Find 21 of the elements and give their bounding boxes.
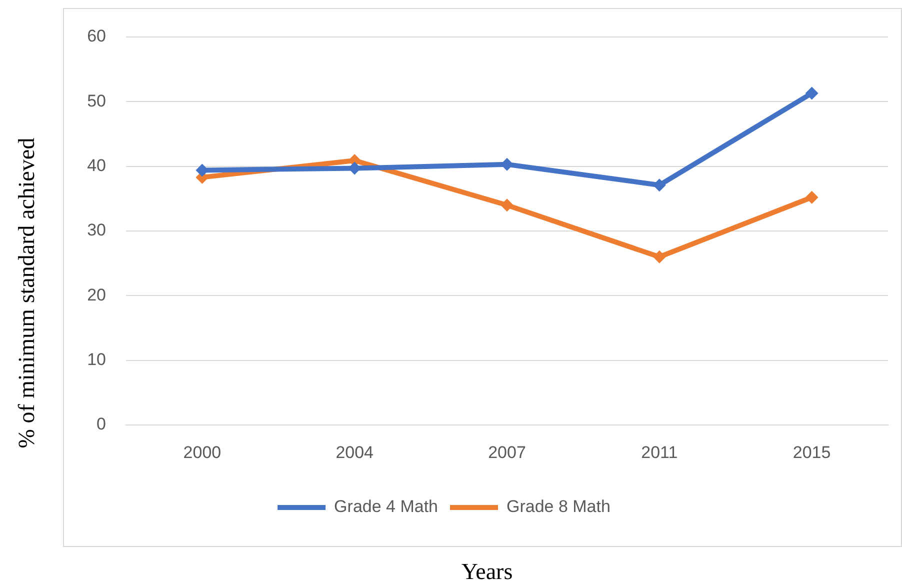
- y-tick-label: 10: [87, 350, 106, 370]
- point: [652, 178, 666, 192]
- legend-label: Grade 8 Math: [506, 497, 610, 516]
- y-tick-label: 40: [87, 156, 106, 176]
- y-tick-label: 60: [87, 26, 106, 46]
- legend-label: Grade 4 Math: [334, 497, 438, 516]
- x-axis-title: Years: [461, 559, 513, 584]
- x-tick-label: 2011: [641, 442, 678, 462]
- x-tick-label: 2015: [792, 442, 831, 462]
- y-tick-label: 30: [87, 220, 106, 240]
- x-tick-label: 2004: [336, 442, 374, 462]
- x-tick-label: 2007: [488, 442, 526, 462]
- y-tick-label: 50: [87, 91, 106, 110]
- point: [805, 190, 818, 204]
- y-tick-label: 0: [96, 414, 106, 434]
- y-tick-label: 20: [87, 285, 106, 304]
- point: [805, 86, 818, 100]
- y-axis-title: % of minimum standard achieved: [14, 137, 40, 448]
- x-tick-label: 2000: [183, 442, 222, 462]
- point: [500, 198, 514, 212]
- point: [652, 250, 666, 264]
